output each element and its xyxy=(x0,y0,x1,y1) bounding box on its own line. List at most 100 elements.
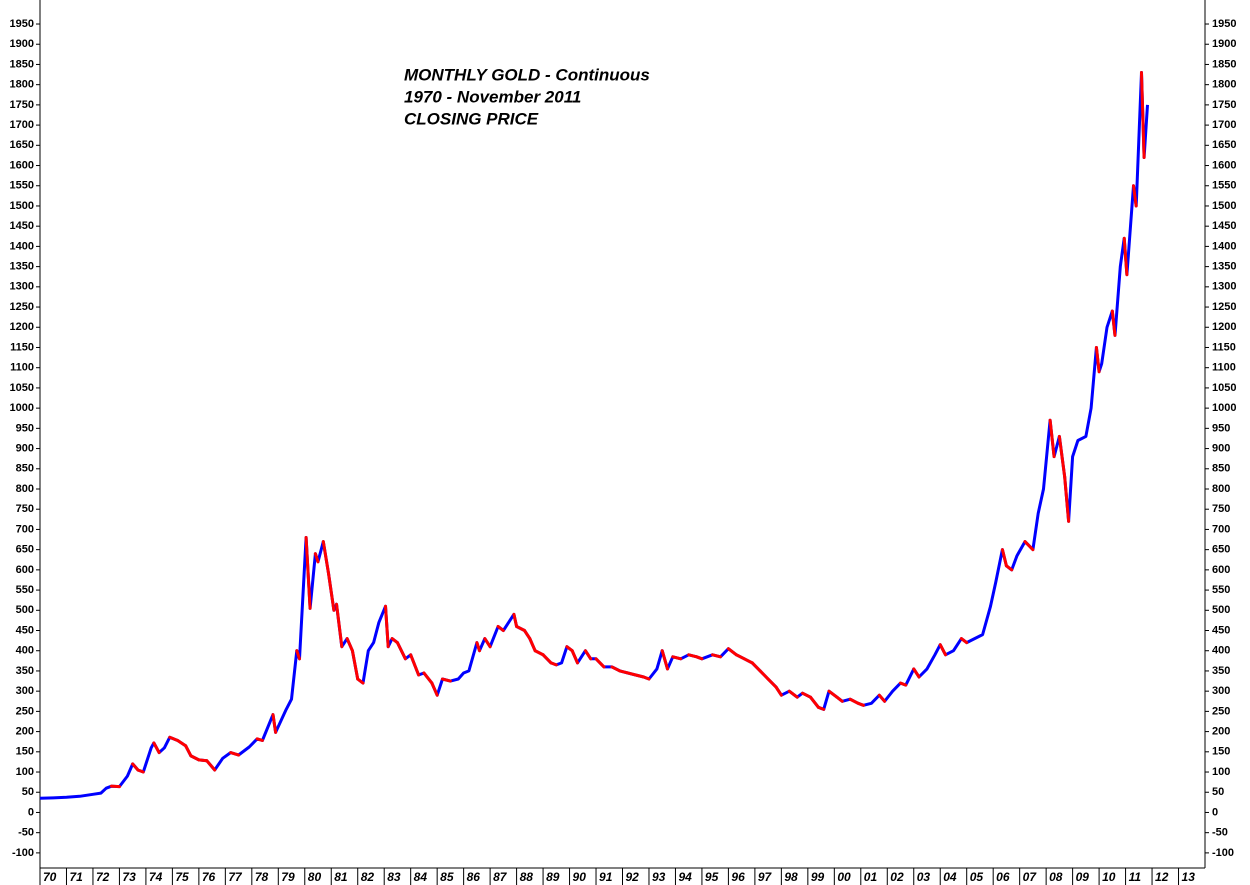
falling-segment xyxy=(335,602,344,649)
falling-segment xyxy=(395,641,407,661)
x-tick-label: 94 xyxy=(678,870,692,884)
x-tick-label: 08 xyxy=(1049,870,1063,884)
y-tick-label: 1400 xyxy=(1212,240,1236,252)
y-tick-label: 850 xyxy=(1212,463,1230,475)
y-tick-label: 100 xyxy=(1212,766,1230,778)
y-tick-label: 100 xyxy=(16,766,34,778)
x-tick-label: 00 xyxy=(837,870,851,884)
falling-segment xyxy=(255,737,264,742)
falling-segment xyxy=(384,604,390,649)
falling-segment xyxy=(877,693,887,703)
y-tick-label: 0 xyxy=(1212,806,1218,818)
falling-segment xyxy=(184,744,193,758)
falling-segment xyxy=(1110,309,1117,337)
falling-segment xyxy=(1139,71,1146,159)
falling-segment xyxy=(660,649,670,671)
falling-segment xyxy=(356,677,365,685)
falling-segment xyxy=(205,759,217,772)
falling-segment xyxy=(136,768,145,774)
falling-segment xyxy=(695,655,704,661)
y-tick-label: 1900 xyxy=(1212,38,1236,50)
x-tick-label: 09 xyxy=(1076,870,1090,884)
falling-segment xyxy=(523,629,532,641)
x-tick-label: 05 xyxy=(970,870,984,884)
falling-segment xyxy=(350,649,360,681)
falling-segment xyxy=(774,685,783,697)
x-tick-label: 01 xyxy=(864,870,878,884)
falling-segment xyxy=(594,657,606,669)
title-line: 1970 - November 2011 xyxy=(404,87,581,106)
y-tick-label: 450 xyxy=(1212,624,1230,636)
falling-segment xyxy=(787,689,799,699)
falling-segment xyxy=(313,552,320,564)
y-tick-label: 700 xyxy=(16,523,34,535)
x-tick-label: 06 xyxy=(996,870,1010,884)
falling-segment xyxy=(1048,418,1056,459)
y-tick-label: 650 xyxy=(1212,544,1230,556)
falling-segment xyxy=(528,637,537,653)
y-tick-label: 1250 xyxy=(10,301,34,313)
y-tick-label: 900 xyxy=(16,442,34,454)
falling-segment xyxy=(642,675,651,681)
y-tick-label: 600 xyxy=(16,564,34,576)
x-tick-label: 85 xyxy=(440,870,454,884)
y-tick-label: 1100 xyxy=(10,362,34,374)
y-tick-label: 1800 xyxy=(10,79,34,91)
x-tick-label: 78 xyxy=(255,870,269,884)
y-tick-label: 1750 xyxy=(10,99,34,111)
falling-segment xyxy=(726,647,738,657)
x-tick-label: 83 xyxy=(387,870,401,884)
falling-segment xyxy=(808,695,820,709)
y-tick-label: 750 xyxy=(1212,503,1230,515)
y-tick-label: 1550 xyxy=(1212,180,1236,192)
falling-segment xyxy=(541,653,553,665)
falling-segment xyxy=(512,612,519,628)
falling-segment xyxy=(440,677,452,683)
falling-segment xyxy=(409,653,421,677)
x-tick-label: 79 xyxy=(281,870,295,884)
x-tick-label: 84 xyxy=(414,870,428,884)
y-tick-label: 1200 xyxy=(10,321,34,333)
x-tick-label: 75 xyxy=(175,870,189,884)
falling-segment xyxy=(496,624,505,633)
y-tick-label: 500 xyxy=(1212,604,1230,616)
y-tick-label: 1600 xyxy=(10,159,34,171)
x-tick-label: 13 xyxy=(1182,870,1196,884)
x-tick-label: 77 xyxy=(228,870,243,884)
falling-segment xyxy=(750,661,762,673)
y-tick-label: 1700 xyxy=(1212,119,1236,131)
y-tick-label: 400 xyxy=(16,645,34,657)
y-tick-label: 550 xyxy=(16,584,34,596)
x-tick-label: 11 xyxy=(1129,870,1142,884)
falling-segment xyxy=(570,649,579,665)
falling-segment xyxy=(345,637,354,653)
x-tick-label: 74 xyxy=(149,870,163,884)
falling-segment xyxy=(1132,184,1138,208)
falling-segment xyxy=(835,695,844,703)
x-tick-label: 96 xyxy=(731,870,745,884)
y-tick-label: 0 xyxy=(28,806,34,818)
y-tick-label: 300 xyxy=(1212,685,1230,697)
falling-segment xyxy=(304,536,312,610)
x-tick-label: 92 xyxy=(626,870,640,884)
x-tick-label: 97 xyxy=(758,870,773,884)
x-tick-label: 04 xyxy=(943,870,957,884)
y-tick-label: 1900 xyxy=(10,38,34,50)
x-tick-label: 81 xyxy=(334,870,348,884)
falling-segment xyxy=(671,655,683,661)
falling-segment xyxy=(856,701,865,707)
x-tick-label: 12 xyxy=(1155,870,1169,884)
x-tick-label: 80 xyxy=(308,870,322,884)
falling-segment xyxy=(816,705,826,711)
falling-segment xyxy=(321,540,331,576)
y-tick-label: 800 xyxy=(16,483,34,495)
y-tick-label: 1950 xyxy=(10,18,34,30)
falling-segment xyxy=(1063,475,1071,523)
x-tick-label: 90 xyxy=(573,870,587,884)
y-tick-label: 1850 xyxy=(1212,58,1236,70)
falling-segment xyxy=(1023,540,1035,552)
y-tick-label: 200 xyxy=(1212,725,1230,737)
y-tick-label: 300 xyxy=(16,685,34,697)
falling-segment xyxy=(430,681,439,697)
y-tick-label: 200 xyxy=(16,725,34,737)
